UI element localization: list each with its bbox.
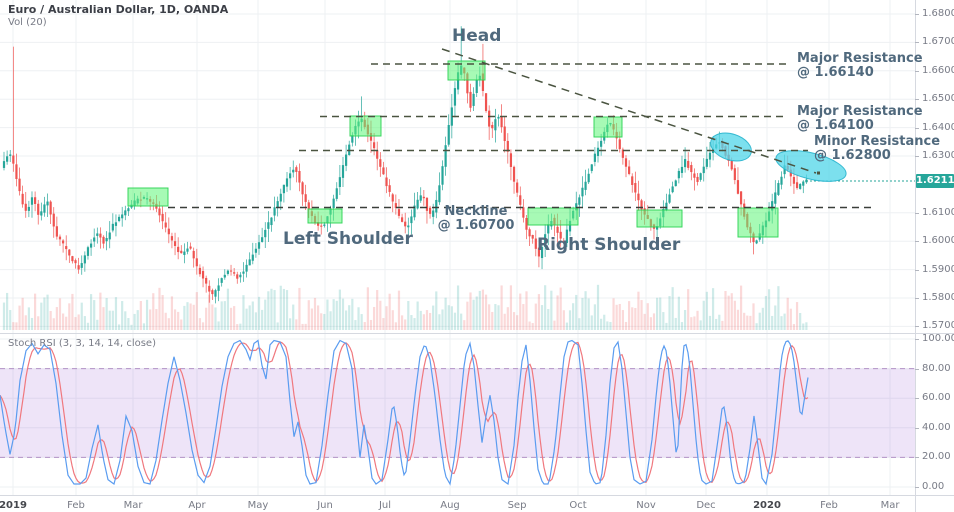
highlight-box[interactable] — [127, 187, 169, 207]
stoch-rsi-indicator-label[interactable]: Stoch RSI (3, 3, 14, 14, close) — [8, 338, 156, 349]
price-tick-label-tick — [915, 127, 919, 129]
stoch-tick-label-tick — [915, 339, 919, 340]
volume-bars — [2, 284, 808, 330]
highlight-box[interactable] — [593, 116, 623, 138]
stoch-d-line — [0, 341, 809, 484]
major-resistance-2-annotation: Major Resistance @ 1.64100 — [797, 104, 923, 133]
price-axis-border — [915, 0, 916, 512]
stoch-band — [0, 368, 915, 458]
price-tick-label: 1.65000 — [922, 93, 954, 105]
left-shoulder-annotation: Left Shoulder — [283, 229, 413, 249]
right-shoulder-annotation: Right Shoulder — [537, 235, 681, 255]
major-resistance-1-annotation: Major Resistance @ 1.66140 — [797, 51, 923, 80]
time-axis-label: Feb — [820, 500, 838, 511]
stoch-tick-label: 0.00 — [922, 481, 945, 492]
price-pane[interactable] — [0, 0, 915, 333]
highlight-box[interactable] — [307, 208, 343, 224]
stoch-tick-label-tick — [915, 427, 919, 429]
price-tick-label: 1.58000 — [922, 292, 954, 303]
stoch-tick-label-tick — [915, 457, 919, 459]
pane-separator[interactable] — [0, 333, 954, 334]
price-tick-label: 1.59000 — [922, 263, 954, 275]
highlight-box[interactable] — [349, 115, 382, 137]
price-tick-label: 1.64000 — [922, 121, 954, 133]
minor-resistance-annotation: Minor Resistance @ 1.62800 — [814, 134, 941, 163]
time-axis-label: May — [247, 500, 269, 511]
time-axis-label: Sep — [507, 500, 527, 511]
candlesticks — [2, 26, 808, 304]
price-tick-label-tick — [915, 14, 919, 15]
highlight-box[interactable] — [447, 60, 486, 81]
highlight-box[interactable] — [737, 207, 779, 238]
stoch-tick-label: 60.00 — [922, 392, 951, 404]
price-tick-label-tick — [915, 70, 919, 72]
price-tick-label-tick — [915, 298, 919, 299]
stoch-k-line — [0, 339, 809, 486]
price-tick-label-tick — [915, 212, 919, 214]
volume-indicator-label[interactable]: Vol (20) — [8, 17, 47, 28]
time-axis-label: 2019 — [0, 500, 27, 511]
time-axis-label: Jul — [378, 500, 392, 511]
stoch-tick-label: 80.00 — [922, 362, 951, 374]
stoch-tick-label: 100.00 — [922, 333, 954, 344]
price-tick-label: 1.61000 — [922, 206, 954, 218]
time-axis-label: Aug — [440, 500, 460, 511]
time-axis-label: Feb — [67, 500, 85, 511]
price-tick-label-tick — [915, 326, 919, 328]
stoch-tick-label: 40.00 — [922, 421, 951, 433]
price-tick-label: 1.60000 — [922, 235, 954, 247]
descending-trendline[interactable] — [441, 48, 817, 174]
price-tick-label-tick — [915, 269, 919, 271]
stoch-tick-label: 20.00 — [922, 451, 951, 463]
axis-separator — [0, 495, 954, 496]
highlight-box[interactable] — [636, 209, 683, 228]
time-axis-label: Jun — [317, 500, 333, 511]
price-tick-label-tick — [915, 99, 919, 101]
highlight-box[interactable] — [527, 207, 579, 226]
stoch-rsi-pane[interactable] — [0, 334, 915, 495]
highlight-ellipse[interactable] — [773, 145, 849, 188]
time-axis-label: Nov — [636, 500, 656, 511]
stoch-tick-label-tick — [915, 368, 919, 370]
stoch-tick-label-tick — [915, 487, 919, 488]
neckline-annotation: Neckline @ 1.60700 — [437, 204, 515, 233]
price-tick-label: 1.68000 — [922, 8, 954, 19]
stoch-tick-label-tick — [915, 398, 919, 400]
symbol-title[interactable]: Euro / Australian Dollar, 1D, OANDA — [8, 3, 229, 16]
price-tick-label-tick — [915, 241, 919, 243]
price-tick-label: 1.67000 — [922, 36, 954, 48]
last-price-badge: 1.62118 — [916, 174, 954, 188]
price-tick-label: 1.57000 — [922, 320, 954, 332]
head-annotation: Head — [452, 26, 502, 46]
time-axis-label: Mar — [880, 500, 900, 511]
time-axis-label: Apr — [188, 500, 206, 511]
time-axis-label: Dec — [696, 500, 716, 511]
time-axis-label: 2020 — [753, 500, 781, 511]
trendline-endpoint[interactable] — [817, 171, 820, 175]
time-axis-label: Oct — [569, 500, 587, 511]
time-axis-label: Mar — [123, 500, 143, 511]
highlight-ellipse[interactable] — [707, 128, 755, 166]
price-tick-label-tick — [915, 156, 919, 157]
price-tick-label: 1.66000 — [922, 64, 954, 76]
price-tick-label: 1.63000 — [922, 150, 954, 161]
price-tick-label-tick — [915, 42, 919, 44]
